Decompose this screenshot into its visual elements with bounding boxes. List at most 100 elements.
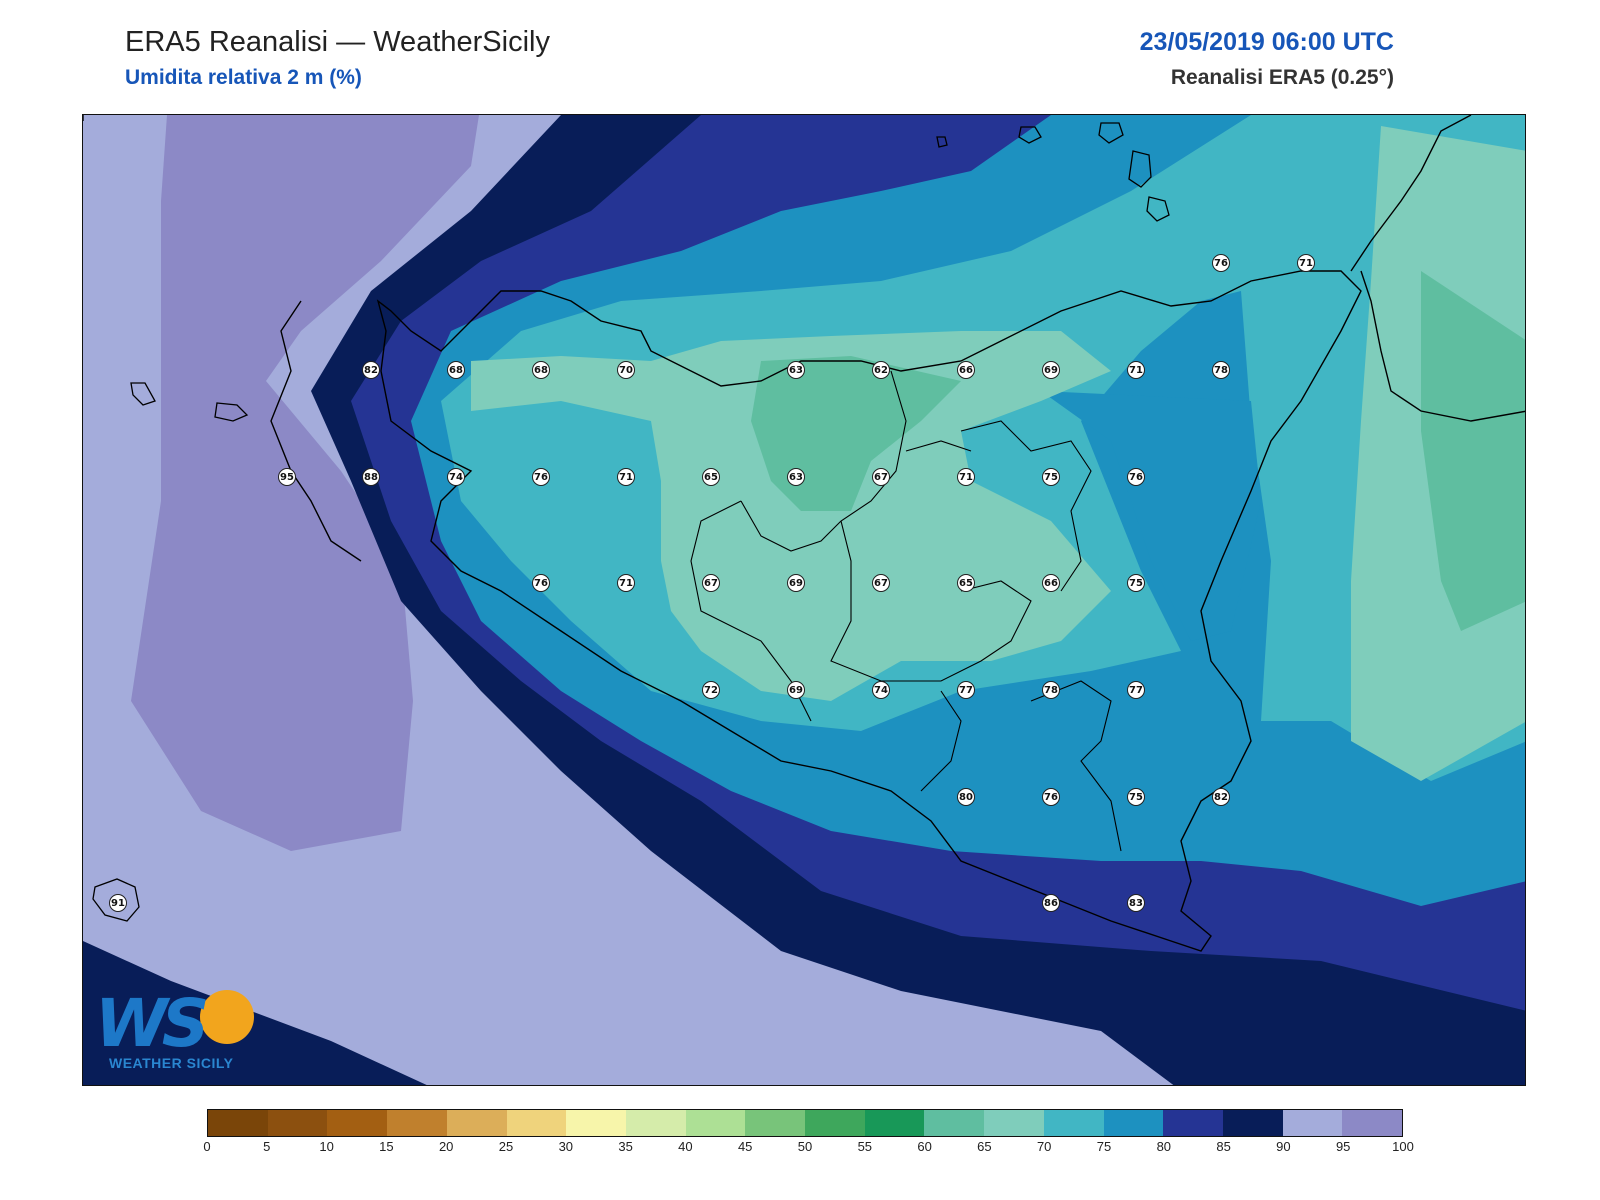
station-value-marker: 62 xyxy=(872,361,890,379)
band-70-75-fill xyxy=(1041,391,1261,641)
colorbar-cell xyxy=(506,1110,567,1136)
colorbar-cell xyxy=(1163,1110,1223,1136)
station-value-marker: 86 xyxy=(1042,894,1060,912)
station-value-marker: 74 xyxy=(872,681,890,699)
colorbar-tick-label: 70 xyxy=(1036,1139,1052,1154)
station-value-marker: 63 xyxy=(787,468,805,486)
station-value-marker: 65 xyxy=(957,574,975,592)
station-value-marker: 65 xyxy=(702,468,720,486)
aeolian-island-2 xyxy=(1098,122,1124,144)
colorbar-tick-label: 30 xyxy=(558,1139,574,1154)
pantelleria-island xyxy=(92,878,140,922)
ustica-island xyxy=(936,136,948,148)
band-85-90-sw xyxy=(83,941,427,1085)
colorbar-tick-label: 100 xyxy=(1392,1139,1414,1154)
station-value-marker: 83 xyxy=(1127,894,1145,912)
calabria-coastline xyxy=(1350,115,1472,272)
aeolian-island-3 xyxy=(1128,150,1152,188)
station-value-marker: 69 xyxy=(787,574,805,592)
station-value-marker: 91 xyxy=(109,894,127,912)
station-value-marker: 75 xyxy=(1127,574,1145,592)
colorbar-cells xyxy=(207,1109,1403,1137)
colorbar-cell xyxy=(864,1110,925,1136)
band-60-65-east xyxy=(1421,271,1525,631)
station-value-marker: 82 xyxy=(1212,788,1230,806)
logo-letters: WS xyxy=(95,985,209,1062)
logo-sun-icon xyxy=(200,990,254,1044)
colorbar-tick-label: 65 xyxy=(977,1139,992,1154)
colorbar-cell xyxy=(327,1110,388,1136)
colorbar-cell xyxy=(566,1110,626,1136)
colorbar-cell xyxy=(685,1110,746,1136)
colorbar-tick-label: 5 xyxy=(263,1139,271,1154)
colorbar-cell xyxy=(1342,1110,1403,1136)
map-subtitle: Umidita relativa 2 m (%) xyxy=(125,66,362,89)
colorbar-tick-label: 60 xyxy=(917,1139,932,1154)
colorbar-tick-label: 10 xyxy=(319,1139,334,1154)
colorbar-cell xyxy=(1222,1110,1283,1136)
colorbar-tick-label: 25 xyxy=(498,1139,514,1154)
colorbar-tick-label: 40 xyxy=(678,1139,693,1154)
station-value-marker: 77 xyxy=(957,681,975,699)
sicily-coastline xyxy=(376,270,1362,952)
colorbar-cell xyxy=(984,1110,1044,1136)
colorbar-cell xyxy=(1282,1110,1343,1136)
station-value-marker: 69 xyxy=(1042,361,1060,379)
station-value-marker: 63 xyxy=(787,361,805,379)
colorbar-cell xyxy=(446,1110,507,1136)
colorbar-cell xyxy=(1043,1110,1104,1136)
station-value-marker: 68 xyxy=(532,361,550,379)
colorbar-tick-label: 85 xyxy=(1216,1139,1231,1154)
station-value-marker: 78 xyxy=(1212,361,1230,379)
colorbar-ticks: 0 5 10 15 20 25 30 35 40 45 50 55 60 65 70 75 80 85 90 95 10… xyxy=(203,1139,1413,1157)
station-value-marker: 66 xyxy=(1042,574,1060,592)
station-value-marker: 71 xyxy=(957,468,975,486)
colorbar-tick-label: 55 xyxy=(857,1139,873,1154)
band-95-100 xyxy=(131,115,479,851)
colorbar-tick-label: 0 xyxy=(203,1139,211,1154)
station-value-marker: 76 xyxy=(1042,788,1060,806)
colorbar-tick-label: 95 xyxy=(1335,1139,1351,1154)
colorbar-tick-label: 90 xyxy=(1276,1139,1291,1154)
colorbar-cell xyxy=(625,1110,686,1136)
station-value-marker: 71 xyxy=(1297,254,1315,272)
station-value-marker: 74 xyxy=(447,468,465,486)
station-value-marker: 66 xyxy=(957,361,975,379)
station-value-marker: 76 xyxy=(1127,468,1145,486)
station-value-marker: 82 xyxy=(362,361,380,379)
station-value-marker: 67 xyxy=(702,574,720,592)
humidity-map: 82 68 68 70 63 62 66 69 71 78 76 71 95 88 74 76 71 65 63 67… xyxy=(82,114,1526,1086)
calabria-east-coast xyxy=(1360,270,1525,422)
colorbar-cell xyxy=(924,1110,985,1136)
colorbar-cell xyxy=(267,1110,328,1136)
station-value-marker: 76 xyxy=(1212,254,1230,272)
colorbar-cell xyxy=(208,1110,268,1136)
station-value-marker: 75 xyxy=(1127,788,1145,806)
station-value-marker: 77 xyxy=(1127,681,1145,699)
colorbar-tick-label: 80 xyxy=(1156,1139,1172,1154)
colorbar-tick-label: 20 xyxy=(438,1139,454,1154)
colorbar-cell xyxy=(745,1110,806,1136)
band-65-70-central xyxy=(471,331,1111,701)
station-value-marker: 67 xyxy=(872,574,890,592)
station-value-marker: 75 xyxy=(1042,468,1060,486)
aeolian-island-4 xyxy=(1146,196,1170,222)
map-canvas xyxy=(83,115,1525,1085)
station-value-marker: 71 xyxy=(617,468,635,486)
colorbar-tick-label: 75 xyxy=(1096,1139,1112,1154)
station-value-marker: 67 xyxy=(872,468,890,486)
egadi-island-2 xyxy=(214,402,249,422)
weathersicily-logo: WS WEATHER SICILY xyxy=(95,985,255,1075)
station-value-marker: 71 xyxy=(617,574,635,592)
colorbar: 0 5 10 15 20 25 30 35 40 45 50 55 60 65 70 75 80 85 90 95 10… xyxy=(203,1109,1414,1154)
station-value-marker: 78 xyxy=(1042,681,1060,699)
station-value-marker: 70 xyxy=(617,361,635,379)
map-title: ERA5 Reanalisi — WeatherSicily xyxy=(125,26,550,58)
station-value-marker: 72 xyxy=(702,681,720,699)
logo-caption: WEATHER SICILY xyxy=(109,1055,234,1071)
station-value-marker: 88 xyxy=(362,468,380,486)
station-value-marker: 76 xyxy=(532,574,550,592)
station-value-marker: 68 xyxy=(447,361,465,379)
cap-bon-coastline xyxy=(270,300,362,562)
station-value-marker: 69 xyxy=(787,681,805,699)
